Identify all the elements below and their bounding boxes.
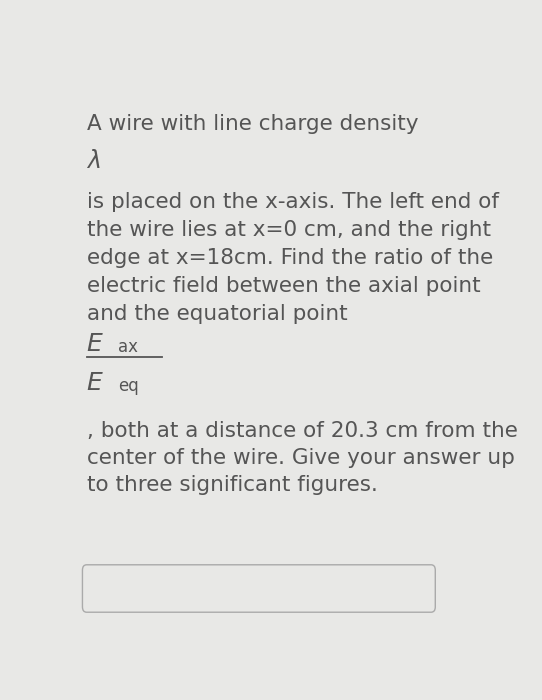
Text: the wire lies at x=0 cm, and the right: the wire lies at x=0 cm, and the right — [87, 220, 491, 240]
Text: eq: eq — [118, 377, 139, 395]
Text: E: E — [87, 332, 102, 356]
Text: is placed on the x-axis. The left end of: is placed on the x-axis. The left end of — [87, 192, 499, 212]
Text: electric field between the axial point: electric field between the axial point — [87, 276, 480, 296]
Text: edge at x=18cm. Find the ratio of the: edge at x=18cm. Find the ratio of the — [87, 248, 493, 268]
Text: to three significant figures.: to three significant figures. — [87, 475, 378, 495]
Text: E: E — [87, 371, 102, 395]
Text: λ: λ — [87, 148, 101, 173]
Text: and the equatorial point: and the equatorial point — [87, 304, 347, 324]
Text: center of the wire. Give your answer up: center of the wire. Give your answer up — [87, 448, 514, 468]
Text: ax: ax — [118, 338, 138, 356]
FancyBboxPatch shape — [82, 565, 435, 612]
Text: , both at a distance of 20.3 cm from the: , both at a distance of 20.3 cm from the — [87, 421, 518, 441]
Text: A wire with line charge density: A wire with line charge density — [87, 113, 418, 134]
